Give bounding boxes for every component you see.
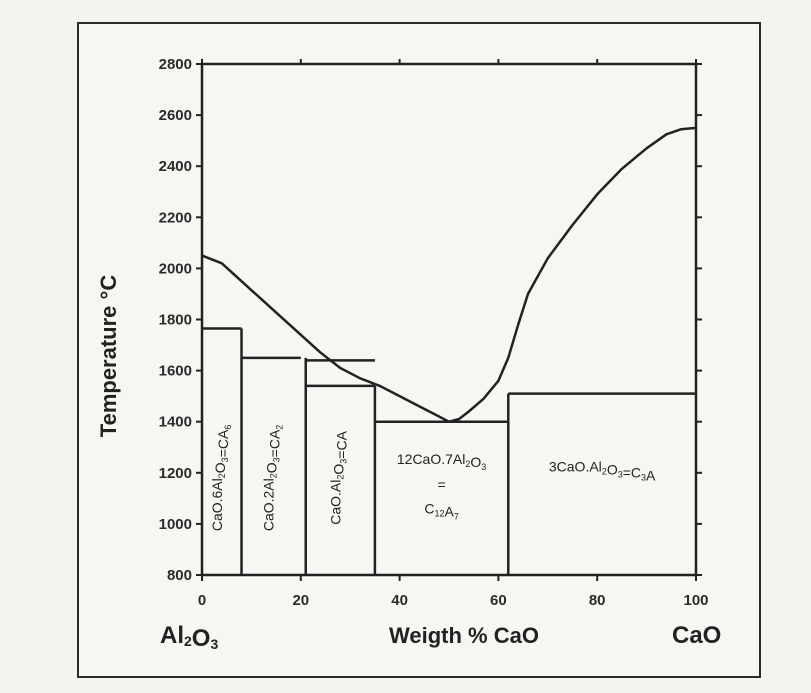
- tick-labels: 0 20 40 60 80 100 800 1000 1200 1400 1600 1800 2000 2…: [159, 56, 709, 609]
- x-end-label-right: CaO: [672, 622, 721, 649]
- y-tick-label: 2400: [159, 158, 192, 175]
- y-tick-label: 1400: [159, 414, 192, 431]
- figure-frame: [77, 22, 761, 678]
- liquidus-curves: [201, 126, 697, 423]
- y-tick-label: 2600: [159, 107, 192, 124]
- y-axis-title: Temperature °C: [96, 275, 121, 438]
- x-tick-label: 80: [589, 592, 606, 609]
- y-tick-label: 2200: [159, 209, 192, 226]
- phase-boundary-lines: [202, 327, 696, 575]
- phase-label: 12CaO.7Al2O3: [397, 451, 486, 472]
- y-tick-label: 1200: [159, 465, 192, 482]
- y-tick-label: 2000: [159, 260, 192, 277]
- x-tick-label: 0: [198, 592, 206, 609]
- x-axis-title: Weigth % CaO: [389, 623, 539, 648]
- y-tick-label: 1000: [159, 516, 192, 533]
- x-end-label-left: Al2O3: [160, 622, 218, 652]
- liquidus-line: [201, 126, 697, 423]
- x-tick-label: 100: [683, 592, 708, 609]
- phase-label: CaO.Al2O3=CA: [327, 430, 349, 524]
- x-tick-label: 60: [490, 592, 507, 609]
- phase-label: CaO.2Al2O3=CA2: [261, 425, 285, 531]
- phase-label: C12A7: [424, 501, 459, 522]
- phase-label: =: [437, 476, 445, 492]
- y-tick-label: 1600: [159, 363, 192, 380]
- phase-label: 3CaO.Al2O3=C3A: [549, 459, 656, 484]
- phase-region-labels: CaO.6Al2O3=CA6 CaO.2Al2O3=CA2 CaO.Al2O3=CA…: [209, 425, 656, 531]
- tick-marks: [196, 59, 702, 581]
- y-tick-label: 800: [167, 567, 192, 584]
- y-tick-label: 2800: [159, 56, 192, 73]
- x-tick-label: 20: [292, 592, 309, 609]
- x-tick-label: 40: [391, 592, 408, 609]
- phase-label: CaO.6Al2O3=CA6: [209, 425, 233, 531]
- y-tick-label: 1800: [159, 312, 192, 329]
